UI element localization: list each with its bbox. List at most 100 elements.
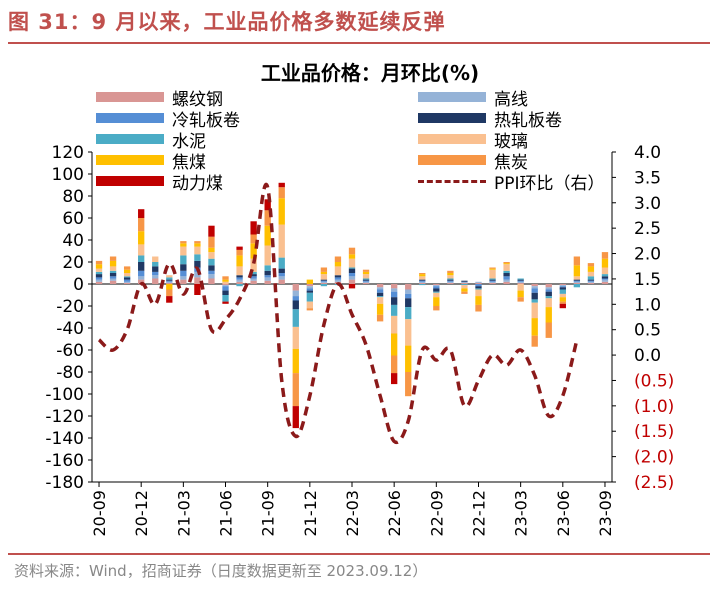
bar-segment xyxy=(573,282,581,284)
bar-segment xyxy=(405,307,412,320)
bar-segment xyxy=(320,279,328,281)
bar-segment xyxy=(461,282,468,284)
bar-segment xyxy=(348,258,356,268)
bar-segment xyxy=(123,273,131,277)
bar-segment xyxy=(517,297,524,302)
bar-segment xyxy=(264,280,271,284)
bar-segment xyxy=(109,280,117,284)
chart-title: 工业品价格：月环比(%) xyxy=(261,61,479,85)
bar-segment xyxy=(152,271,159,276)
bar-segment xyxy=(545,298,552,308)
bar-segment xyxy=(250,274,257,277)
bar-segment xyxy=(180,255,187,265)
bar-segment xyxy=(278,257,285,269)
bar-segment xyxy=(208,258,215,266)
bar-segment xyxy=(236,284,243,287)
bar-segment xyxy=(503,270,510,273)
bar-segment xyxy=(461,288,468,292)
bar-segment xyxy=(503,262,510,264)
legend-line-swatch xyxy=(418,179,486,183)
bar-segment xyxy=(208,274,215,279)
bar-segment xyxy=(264,275,271,278)
bar-segment xyxy=(517,282,524,284)
bar-segment xyxy=(587,280,595,282)
bar-segment xyxy=(559,284,566,286)
legend-item: 玻璃 xyxy=(418,131,528,152)
bar-segment xyxy=(419,282,426,284)
legend-item: 冷轧板卷 xyxy=(96,110,240,131)
bar-segment xyxy=(95,260,103,265)
legend-label: 动力煤 xyxy=(172,173,223,194)
legend-item: 螺纹钢 xyxy=(96,89,223,110)
bar-segment xyxy=(419,281,426,283)
bar-segment xyxy=(180,246,187,256)
bar-segment xyxy=(601,281,609,284)
bar-segment xyxy=(601,274,609,277)
bar-segment xyxy=(391,284,398,289)
bar-segment xyxy=(405,345,412,372)
bar-segment xyxy=(194,277,201,284)
bar-segment xyxy=(152,262,159,267)
bar-segment xyxy=(391,297,398,305)
right-tick-label: (1.5) xyxy=(634,422,674,442)
bar-segment xyxy=(320,271,328,275)
bar-segment xyxy=(348,284,356,289)
bar-segment xyxy=(292,300,299,310)
bar-segment xyxy=(278,276,285,280)
bar-segment xyxy=(348,247,356,255)
bar-segment xyxy=(334,266,342,276)
legend-swatch xyxy=(418,134,486,144)
bar-segment xyxy=(475,304,482,312)
bar-segment xyxy=(292,373,299,407)
bar-segment xyxy=(95,279,103,282)
bar-segment xyxy=(152,275,159,279)
bar-segment xyxy=(531,318,538,336)
bar-segment xyxy=(306,292,313,302)
right-tick-label: (1.0) xyxy=(634,397,674,417)
bar-segment xyxy=(489,269,496,279)
bar-segment xyxy=(334,277,342,280)
bar-segment xyxy=(123,277,131,280)
legend-item: 水泥 xyxy=(96,131,206,152)
bar-segment xyxy=(236,266,243,276)
legend-label: PPI环比（右） xyxy=(494,173,605,194)
bar-segment xyxy=(180,241,187,244)
bar-segment xyxy=(222,290,229,295)
bar-segment xyxy=(559,289,566,294)
bar-segment xyxy=(531,302,538,319)
legend-swatch xyxy=(96,134,164,144)
bar-segment xyxy=(278,182,285,188)
legend-swatch xyxy=(96,176,164,186)
bar-segment xyxy=(419,279,426,281)
bar-segment xyxy=(391,315,398,334)
bar-segment xyxy=(447,281,454,283)
bar-segment xyxy=(376,292,384,297)
bar-segment xyxy=(362,269,370,272)
bar-segment xyxy=(109,256,117,261)
bar-segment xyxy=(320,280,328,282)
bar-segment xyxy=(405,372,412,397)
bar-segment xyxy=(376,289,384,293)
x-tick-label: 20-12 xyxy=(132,490,151,537)
legend-swatch xyxy=(96,155,164,165)
bar-segment xyxy=(405,284,412,290)
bar-segment xyxy=(391,355,398,374)
chart-bars xyxy=(95,182,609,429)
bar-segment xyxy=(138,218,145,232)
bar-segment xyxy=(573,280,581,282)
bar-segment xyxy=(433,285,440,287)
bar-segment xyxy=(306,284,313,287)
right-tick-label: (2.5) xyxy=(634,473,674,493)
bar-segment xyxy=(489,268,496,270)
legend-swatch xyxy=(418,155,486,165)
bar-segment xyxy=(194,243,201,247)
bar-segment xyxy=(419,273,426,275)
bar-segment xyxy=(208,252,215,259)
title-divider xyxy=(8,42,710,44)
bar-segment xyxy=(475,281,482,283)
bar-segment xyxy=(362,274,370,279)
bar-segment xyxy=(123,279,131,282)
bar-segment xyxy=(250,276,257,279)
left-tick-label: -60 xyxy=(56,341,84,361)
bar-segment xyxy=(109,278,117,281)
